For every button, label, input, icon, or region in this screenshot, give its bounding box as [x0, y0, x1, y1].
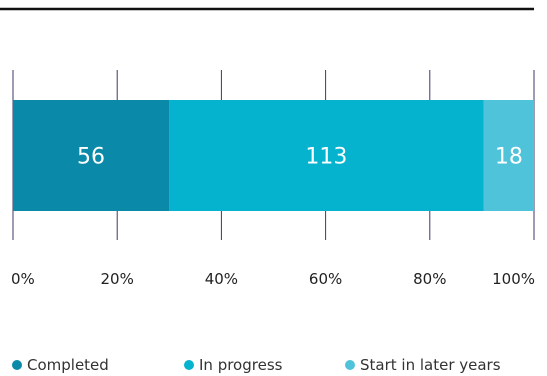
x-tick-label-40: 40%	[205, 270, 238, 288]
x-tick-label-100: 100%	[492, 270, 535, 288]
x-tick-label-20: 20%	[101, 270, 134, 288]
x-tick-label-80: 80%	[413, 270, 446, 288]
x-tick-label-60: 60%	[309, 270, 342, 288]
legend-swatch-in-progress	[184, 360, 194, 370]
x-tick-labels: 0% 20% 40% 60% 80% 100%	[11, 270, 535, 288]
legend-item-completed[interactable]: Completed	[12, 355, 109, 375]
legend-swatch-completed	[12, 360, 22, 370]
data-label-completed: 56	[77, 145, 105, 170]
legend-item-in-progress[interactable]: In progress	[184, 355, 282, 375]
legend-label-completed: Completed	[27, 356, 109, 374]
data-label-start-in-later-years: 18	[495, 145, 523, 170]
bar-segments	[13, 100, 534, 211]
legend-label-start-in-later-years: Start in later years	[360, 356, 501, 374]
x-tick-label-0: 0%	[11, 270, 35, 288]
legend-item-start-in-later-years[interactable]: Start in later years	[345, 355, 501, 375]
bar-segment-completed[interactable]	[13, 100, 170, 211]
data-labels: 56 113 18	[77, 145, 523, 170]
bar-segment-start-in-later-years[interactable]	[483, 100, 534, 211]
legend-swatch-start-in-later-years	[345, 360, 355, 370]
legend-label-in-progress: In progress	[199, 356, 283, 374]
bar-segment-in-progress[interactable]	[169, 100, 484, 211]
data-label-in-progress: 113	[305, 145, 347, 170]
legend: Completed In progress Start in later yea…	[0, 355, 547, 375]
